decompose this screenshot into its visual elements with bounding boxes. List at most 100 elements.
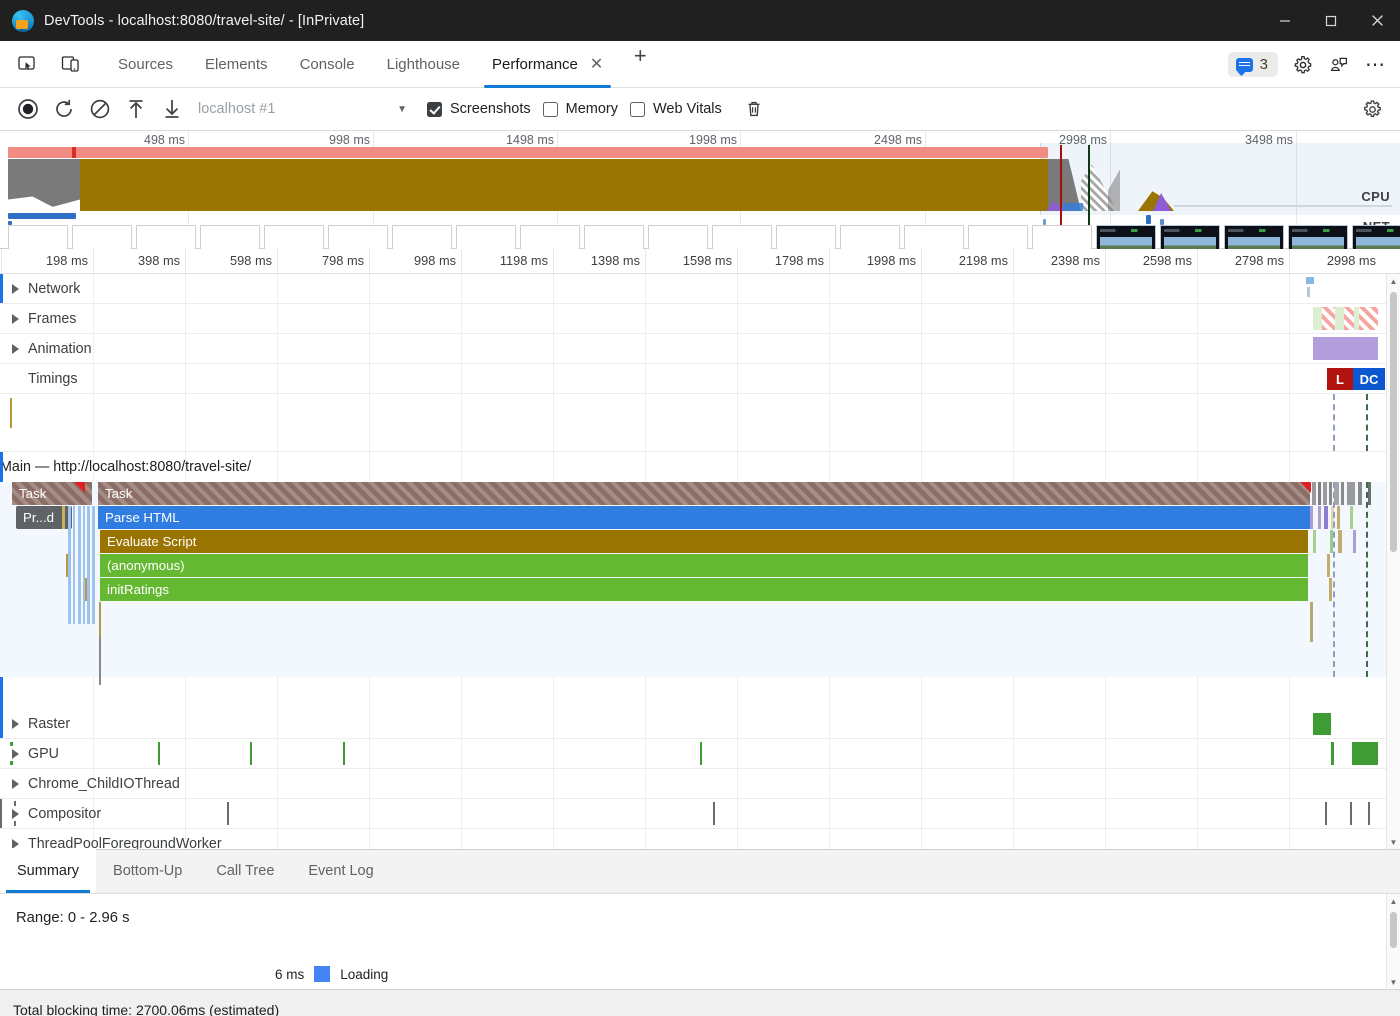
reload-and-record-button[interactable]: [46, 93, 82, 125]
issues-badge[interactable]: 3: [1227, 52, 1278, 77]
scroll-down-arrow-icon[interactable]: ▼: [1389, 837, 1398, 847]
timeline-overview[interactable]: 498 ms 998 ms 1498 ms 1998 ms 2498 ms 29…: [0, 131, 1400, 271]
gpu-event[interactable]: [158, 742, 160, 765]
track-row-raster[interactable]: Raster: [0, 677, 1400, 739]
scroll-down-arrow-icon[interactable]: ▼: [1389, 977, 1398, 987]
capture-settings-gear-icon[interactable]: [1354, 94, 1390, 126]
drawer-tab-bottom-up[interactable]: Bottom-Up: [96, 848, 199, 893]
compositor-event[interactable]: [227, 802, 229, 825]
checkbox-screenshots[interactable]: Screenshots: [427, 101, 531, 117]
maximize-button[interactable]: [1308, 0, 1354, 41]
gpu-event[interactable]: [10, 761, 13, 765]
gpu-event[interactable]: [1331, 742, 1334, 765]
gpu-event[interactable]: [10, 742, 13, 746]
tab-lighthouse[interactable]: Lighthouse: [371, 41, 476, 88]
main-thread-flame[interactable]: Task Task Pr...d Parse HTML Evaluate Scr…: [0, 482, 1400, 685]
animation-block[interactable]: [1313, 337, 1378, 360]
compositor-event[interactable]: [1350, 802, 1352, 825]
track-row-frames[interactable]: Frames: [0, 304, 1400, 334]
checkbox-memory[interactable]: Memory: [542, 101, 618, 117]
save-profile-icon[interactable]: [154, 93, 190, 125]
gpu-block[interactable]: [1352, 742, 1378, 765]
frame-block[interactable]: [1335, 307, 1344, 330]
track-row-network[interactable]: Network: [0, 274, 1400, 304]
flame-bar-parse-html[interactable]: Parse HTML: [98, 506, 1310, 529]
memory-checkbox[interactable]: [542, 101, 558, 117]
scrollbar-thumb[interactable]: [1390, 292, 1397, 552]
chevron-right-icon[interactable]: [12, 748, 19, 759]
track-row-chrome-childiothread[interactable]: Chrome_ChildIOThread: [0, 769, 1400, 799]
flame-bar-anonymous[interactable]: (anonymous): [100, 554, 1308, 577]
compositor-event[interactable]: [14, 801, 16, 806]
screenshots-checkbox[interactable]: [427, 101, 442, 117]
chevron-right-icon[interactable]: [12, 343, 19, 354]
flame-bar-init-ratings[interactable]: initRatings: [100, 578, 1308, 601]
flame-bar-label: (anonymous): [107, 558, 185, 573]
track-row-gpu[interactable]: GPU: [0, 739, 1400, 769]
chevron-right-icon[interactable]: [12, 718, 19, 729]
timing-marker-label: DC: [1359, 371, 1379, 387]
track-row-threadpoolforegroundworker[interactable]: ThreadPoolForegroundWorker: [0, 829, 1400, 849]
chevron-right-icon[interactable]: [12, 808, 19, 819]
device-toolbar-icon[interactable]: [54, 49, 88, 79]
frame-dropped-block[interactable]: [1344, 307, 1354, 330]
network-event[interactable]: [1306, 277, 1314, 284]
raster-block[interactable]: [1313, 713, 1331, 735]
chevron-right-icon[interactable]: [12, 313, 19, 324]
settings-gear-icon[interactable]: [1286, 50, 1320, 80]
network-event[interactable]: [1307, 287, 1310, 297]
frame-block[interactable]: [1354, 307, 1359, 330]
new-tab-button[interactable]: +: [633, 42, 647, 68]
chevron-right-icon[interactable]: [12, 838, 19, 849]
record-button[interactable]: [10, 93, 46, 125]
track-row-compositor[interactable]: Compositor: [0, 799, 1400, 829]
tab-performance[interactable]: Performance ✕: [476, 41, 619, 88]
tab-elements[interactable]: Elements: [189, 41, 284, 88]
load-profile-icon[interactable]: [118, 93, 154, 125]
compositor-event[interactable]: [1368, 802, 1370, 825]
gpu-event[interactable]: [343, 742, 345, 765]
chevron-right-icon[interactable]: [12, 778, 19, 789]
tab-console[interactable]: Console: [284, 41, 371, 88]
close-button[interactable]: [1354, 0, 1400, 41]
drawer-tab-summary[interactable]: Summary: [0, 848, 97, 893]
gpu-event[interactable]: [250, 742, 252, 765]
compositor-event[interactable]: [1325, 802, 1327, 825]
flame-bar-task-main[interactable]: Task: [98, 482, 1310, 505]
tab-close-icon[interactable]: ✕: [589, 56, 604, 73]
track-label: Network: [28, 280, 81, 297]
chevron-right-icon[interactable]: [12, 283, 19, 294]
inspect-element-icon[interactable]: [10, 49, 44, 79]
frame-block[interactable]: [1313, 307, 1322, 330]
session-select[interactable]: localhost #1 ▼: [190, 93, 415, 125]
frame-dropped-block[interactable]: [1322, 307, 1335, 330]
gpu-event[interactable]: [700, 742, 702, 765]
timing-marker-dcl[interactable]: DC: [1353, 368, 1385, 390]
track-row-timings[interactable]: Timings L DC: [0, 364, 1400, 394]
clear-recording-button[interactable]: [82, 93, 118, 125]
scroll-up-arrow-icon[interactable]: ▲: [1389, 276, 1398, 286]
track-row-animation[interactable]: Animation: [0, 334, 1400, 364]
drawer-tab-event-log[interactable]: Event Log: [291, 848, 390, 893]
compositor-event[interactable]: [14, 821, 16, 826]
minimize-button[interactable]: [1262, 0, 1308, 41]
trash-icon[interactable]: [736, 93, 772, 125]
track-group-main[interactable]: Main — http://localhost:8080/travel-site…: [0, 452, 1400, 482]
tab-sources[interactable]: Sources: [102, 41, 189, 88]
scroll-up-arrow-icon[interactable]: ▲: [1389, 896, 1398, 906]
web-vitals-checkbox[interactable]: [629, 101, 645, 117]
checkbox-web-vitals[interactable]: Web Vitals: [629, 101, 722, 117]
drawer-tab-call-tree[interactable]: Call Tree: [199, 848, 291, 893]
summary-vertical-scrollbar[interactable]: ▲ ▼: [1386, 894, 1400, 989]
flame-bar-evaluate-script[interactable]: Evaluate Script: [100, 530, 1308, 553]
feedback-icon[interactable]: [1322, 50, 1356, 80]
scrollbar-thumb[interactable]: [1390, 912, 1397, 948]
timing-marker-load[interactable]: L: [1327, 368, 1353, 390]
more-options-icon[interactable]: ⋯: [1365, 54, 1385, 76]
flame-chart-area[interactable]: Network Frames Animation Timings L DC: [0, 274, 1400, 849]
flame-bar-task-left[interactable]: Task: [12, 482, 92, 505]
flame-bar-parse-left[interactable]: Pr...d: [16, 506, 72, 529]
compositor-event[interactable]: [713, 802, 715, 825]
frame-dropped-block[interactable]: [1359, 307, 1378, 330]
flame-vertical-scrollbar[interactable]: ▲ ▼: [1386, 274, 1400, 849]
